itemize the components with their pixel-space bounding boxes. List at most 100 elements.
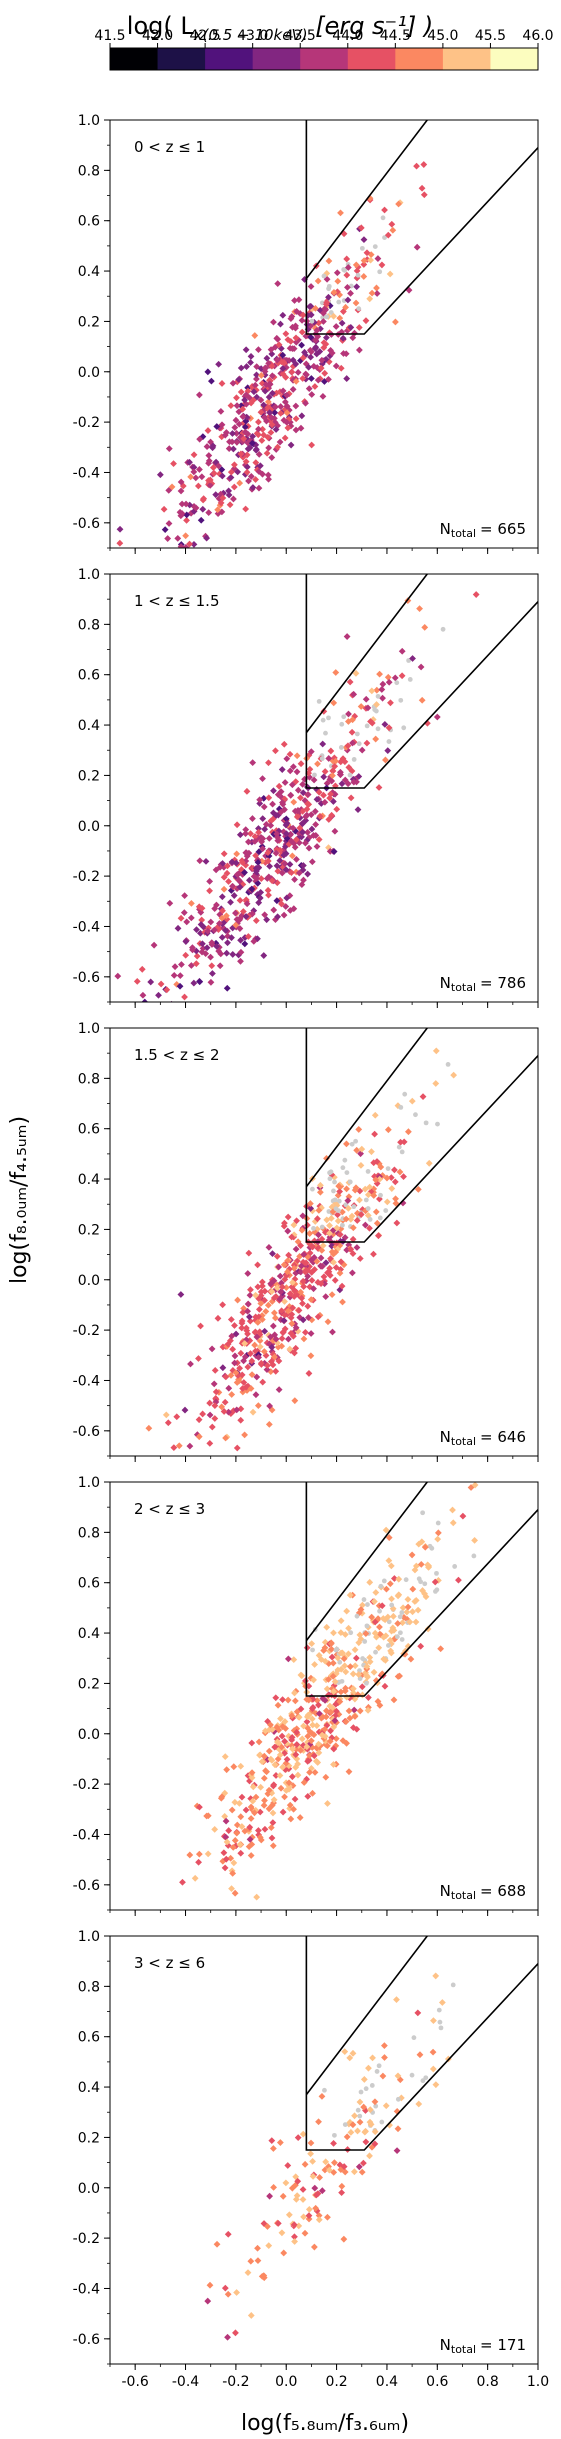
- scatter-point: [323, 730, 328, 736]
- scatter-point: [434, 1570, 439, 1576]
- scatter-point: [342, 2122, 348, 2128]
- scatter-point: [277, 320, 284, 328]
- scatter-point: [168, 1918, 175, 1925]
- scatter-point: [196, 857, 204, 865]
- scatter-point: [393, 1996, 400, 2004]
- scatter-point: [278, 1283, 286, 1291]
- scatter-point: [312, 772, 317, 778]
- scatter-point: [167, 1936, 174, 1943]
- scatter-point: [382, 235, 387, 241]
- scatter-point: [352, 261, 360, 269]
- scatter-point: [254, 1402, 262, 1410]
- scatter-point: [216, 863, 224, 871]
- scatter-point: [327, 747, 335, 755]
- scatter-point: [343, 375, 351, 382]
- colorbar-segment: [347, 48, 396, 70]
- scatter-point: [287, 791, 295, 799]
- scatter-point: [370, 1598, 378, 1605]
- scatter-point: [388, 1595, 395, 1603]
- scatter-point: [358, 1145, 366, 1153]
- scatter-point: [342, 267, 348, 273]
- scatter-point: [206, 2281, 214, 2289]
- scatter-point: [385, 1557, 393, 1565]
- scatter-point: [353, 1138, 359, 1144]
- scatter-point: [217, 499, 225, 507]
- scatter-point: [237, 388, 245, 396]
- scatter-point: [343, 1202, 349, 1208]
- scatter-point: [344, 1197, 352, 1205]
- scatter-point: [225, 1827, 233, 1834]
- scatter-point: [306, 1200, 314, 1207]
- scatter-point: [385, 1534, 393, 1541]
- y-tick-label: 0.4: [78, 2080, 100, 2096]
- scatter-point: [337, 1629, 345, 1636]
- scatter-point: [352, 299, 360, 307]
- scatter-point: [150, 547, 157, 548]
- scatter-point: [282, 815, 290, 823]
- scatter-point: [330, 1688, 338, 1695]
- scatter-point: [315, 1749, 323, 1757]
- scatter-point: [437, 1003, 444, 1010]
- scatter-point: [322, 300, 330, 308]
- x-tick-label: 0.8: [477, 2374, 499, 2390]
- scatter-point: [391, 1178, 399, 1186]
- scatter-point: [143, 584, 150, 591]
- scatter-point: [310, 776, 318, 784]
- scatter-point: [299, 866, 307, 874]
- scatter-point: [365, 2064, 372, 2072]
- scatter-point: [298, 1735, 306, 1743]
- scatter-point: [307, 2150, 315, 2158]
- scatter-point: [177, 478, 185, 486]
- scatter-point: [315, 2216, 323, 2224]
- scatter-point: [407, 1655, 415, 1663]
- scatter-point: [357, 1211, 365, 1218]
- scatter-point: [257, 408, 265, 416]
- scatter-point: [229, 882, 236, 890]
- scatter-point: [149, 1078, 156, 1085]
- colorbar-title: log( Lx(0.5 − 10keV) [erg s⁻¹] ): [127, 12, 433, 44]
- scatter-point: [366, 1578, 374, 1586]
- scatter-point: [438, 1999, 446, 2006]
- y-tick-label: -0.4: [73, 2281, 100, 2297]
- scatter-point: [351, 1646, 359, 1654]
- scatter-point: [340, 1655, 348, 1663]
- scatter-point: [228, 1332, 236, 1340]
- scatter-point: [360, 257, 368, 264]
- scatter-point: [434, 1587, 440, 1593]
- scatter-point: [245, 1249, 253, 1257]
- scatter-point: [299, 311, 307, 319]
- scatter-point: [310, 1647, 315, 1653]
- scatter-point: [325, 816, 333, 823]
- scatter-point: [196, 1803, 203, 1811]
- scatter-point: [286, 1345, 294, 1353]
- scatter-point: [253, 875, 261, 882]
- scatter-point: [292, 402, 300, 410]
- scatter-point: [260, 1752, 268, 1760]
- scatter-point: [224, 862, 231, 870]
- scatter-point: [341, 758, 349, 766]
- scatter-point: [399, 1619, 406, 1627]
- scatter-point: [366, 1654, 374, 1661]
- scatter-point: [225, 445, 233, 452]
- scatter-point: [291, 1397, 299, 1405]
- scatter-point: [230, 892, 238, 899]
- scatter-points: [145, 1003, 458, 1452]
- scatter-point: [305, 844, 313, 852]
- scatter-point: [449, 1506, 456, 1514]
- scatter-point: [263, 916, 271, 924]
- scatter-point: [195, 1858, 202, 1866]
- y-tick-label: 1.0: [78, 1929, 100, 1945]
- scatter-point: [184, 1928, 191, 1935]
- scatter-point: [249, 1797, 257, 1805]
- scatter-point: [349, 1224, 357, 1232]
- scatter-point: [278, 900, 285, 908]
- scatter-point: [294, 2134, 302, 2142]
- scatter-point: [325, 755, 333, 762]
- scatter-point: [434, 1535, 442, 1543]
- scatter-point: [328, 1645, 335, 1653]
- scatter-point: [243, 463, 251, 471]
- scatter-point: [176, 972, 184, 979]
- scatter-point: [282, 330, 290, 338]
- scatter-point: [341, 776, 349, 784]
- scatter-point: [343, 1185, 350, 1193]
